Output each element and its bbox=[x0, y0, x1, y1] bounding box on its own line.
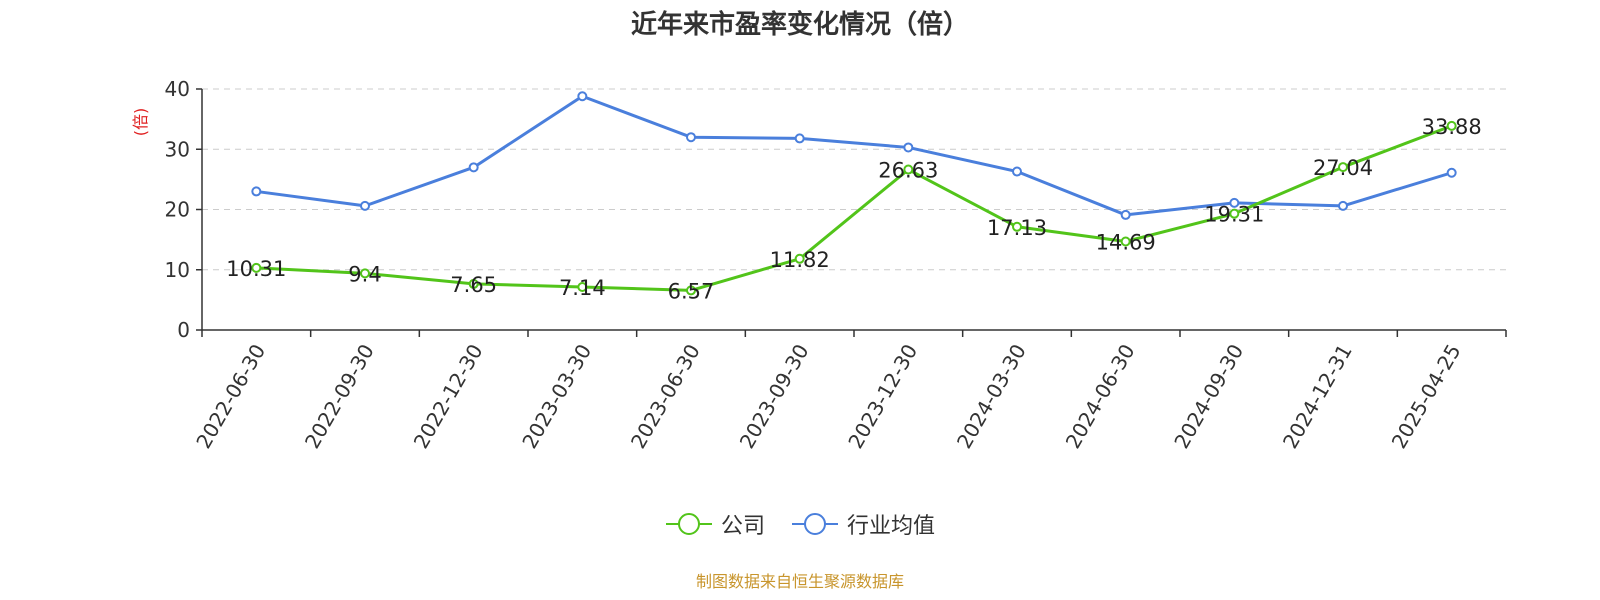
data-point bbox=[1338, 200, 1348, 211]
data-point bbox=[360, 200, 370, 211]
legend-swatch bbox=[792, 513, 838, 535]
data-point bbox=[686, 132, 696, 143]
data-point bbox=[360, 268, 370, 279]
y-axis-label: (倍) bbox=[131, 108, 150, 137]
data-point bbox=[577, 281, 588, 292]
data-point bbox=[794, 133, 805, 144]
data-label-layer: 10.31 9.4 7.65 7.14 6.57 11.82 26.63 17.13 14.69… bbox=[226, 115, 1481, 304]
data-point bbox=[1338, 162, 1348, 173]
legend-swatch bbox=[665, 513, 712, 535]
data-label: 10.31 bbox=[226, 257, 286, 281]
data-point bbox=[903, 142, 914, 153]
data-label: 7.65 bbox=[450, 273, 497, 297]
data-label: 17.13 bbox=[987, 216, 1047, 240]
x-tick-label: 2025-04-25 bbox=[1387, 340, 1466, 453]
data-point bbox=[1446, 167, 1457, 178]
x-tick-label: 2023-06-30 bbox=[626, 340, 705, 453]
data-point bbox=[251, 262, 262, 273]
x-tick-label: 2024-12-31 bbox=[1278, 340, 1357, 453]
legend-label: 公司 bbox=[720, 514, 765, 539]
data-point bbox=[468, 162, 479, 173]
grid-layer bbox=[202, 88, 1506, 271]
x-tick-label: 2022-09-30 bbox=[300, 340, 379, 453]
data-point bbox=[251, 186, 262, 197]
x-tick-label: 2024-09-30 bbox=[1169, 340, 1248, 453]
y-tick-label: 0 bbox=[177, 318, 190, 342]
data-point bbox=[686, 285, 696, 296]
data-point bbox=[1120, 209, 1131, 220]
data-label: 6.57 bbox=[668, 279, 715, 303]
x-tick-label: 2023-09-30 bbox=[735, 340, 814, 453]
data-point bbox=[1446, 120, 1457, 131]
data-label: 27.04 bbox=[1313, 156, 1373, 180]
y-tick-label: 10 bbox=[165, 258, 190, 282]
series-line-0 bbox=[256, 124, 1453, 292]
x-tick-label: 2023-03-30 bbox=[517, 340, 596, 453]
source-note: 制图数据来自恒生聚源数据库 bbox=[695, 572, 904, 591]
data-label: 11.82 bbox=[770, 248, 830, 272]
data-point bbox=[468, 278, 479, 289]
data-point bbox=[1229, 197, 1240, 208]
data-point bbox=[1012, 221, 1022, 232]
data-label: 33.88 bbox=[1422, 115, 1482, 139]
series-layer bbox=[251, 91, 1457, 296]
data-point bbox=[1120, 236, 1131, 247]
x-tick-label: 2022-06-30 bbox=[191, 340, 270, 453]
data-label: 7.14 bbox=[559, 276, 606, 300]
data-label: 14.69 bbox=[1096, 230, 1156, 254]
data-label: 9.4 bbox=[348, 262, 381, 286]
x-tick-label: 2022-12-30 bbox=[409, 340, 488, 453]
data-label: 19.31 bbox=[1204, 203, 1264, 227]
legend-label: 行业均值 bbox=[847, 514, 936, 539]
series-line-1 bbox=[256, 94, 1453, 217]
y-tick-label: 20 bbox=[165, 198, 190, 222]
legend: 公司 行业均值 bbox=[0, 508, 1600, 540]
legend-item-0[interactable]: 公司 bbox=[665, 508, 765, 540]
x-tick-label: 2023-12-30 bbox=[843, 340, 922, 453]
chart-title: 近年来市盈率变化情况（倍） bbox=[630, 10, 969, 40]
data-point bbox=[794, 253, 805, 264]
x-tick-label: 2024-03-30 bbox=[952, 340, 1031, 453]
legend-item-1[interactable]: 行业均值 bbox=[791, 508, 935, 540]
data-point bbox=[577, 91, 588, 102]
data-label: 26.63 bbox=[878, 159, 938, 183]
data-point bbox=[1229, 208, 1240, 219]
y-tick-label: 30 bbox=[165, 137, 190, 161]
data-point bbox=[903, 164, 914, 175]
x-tick-label: 2024-06-30 bbox=[1061, 340, 1140, 453]
y-tick-label: 40 bbox=[165, 77, 190, 101]
data-point bbox=[1012, 166, 1022, 177]
